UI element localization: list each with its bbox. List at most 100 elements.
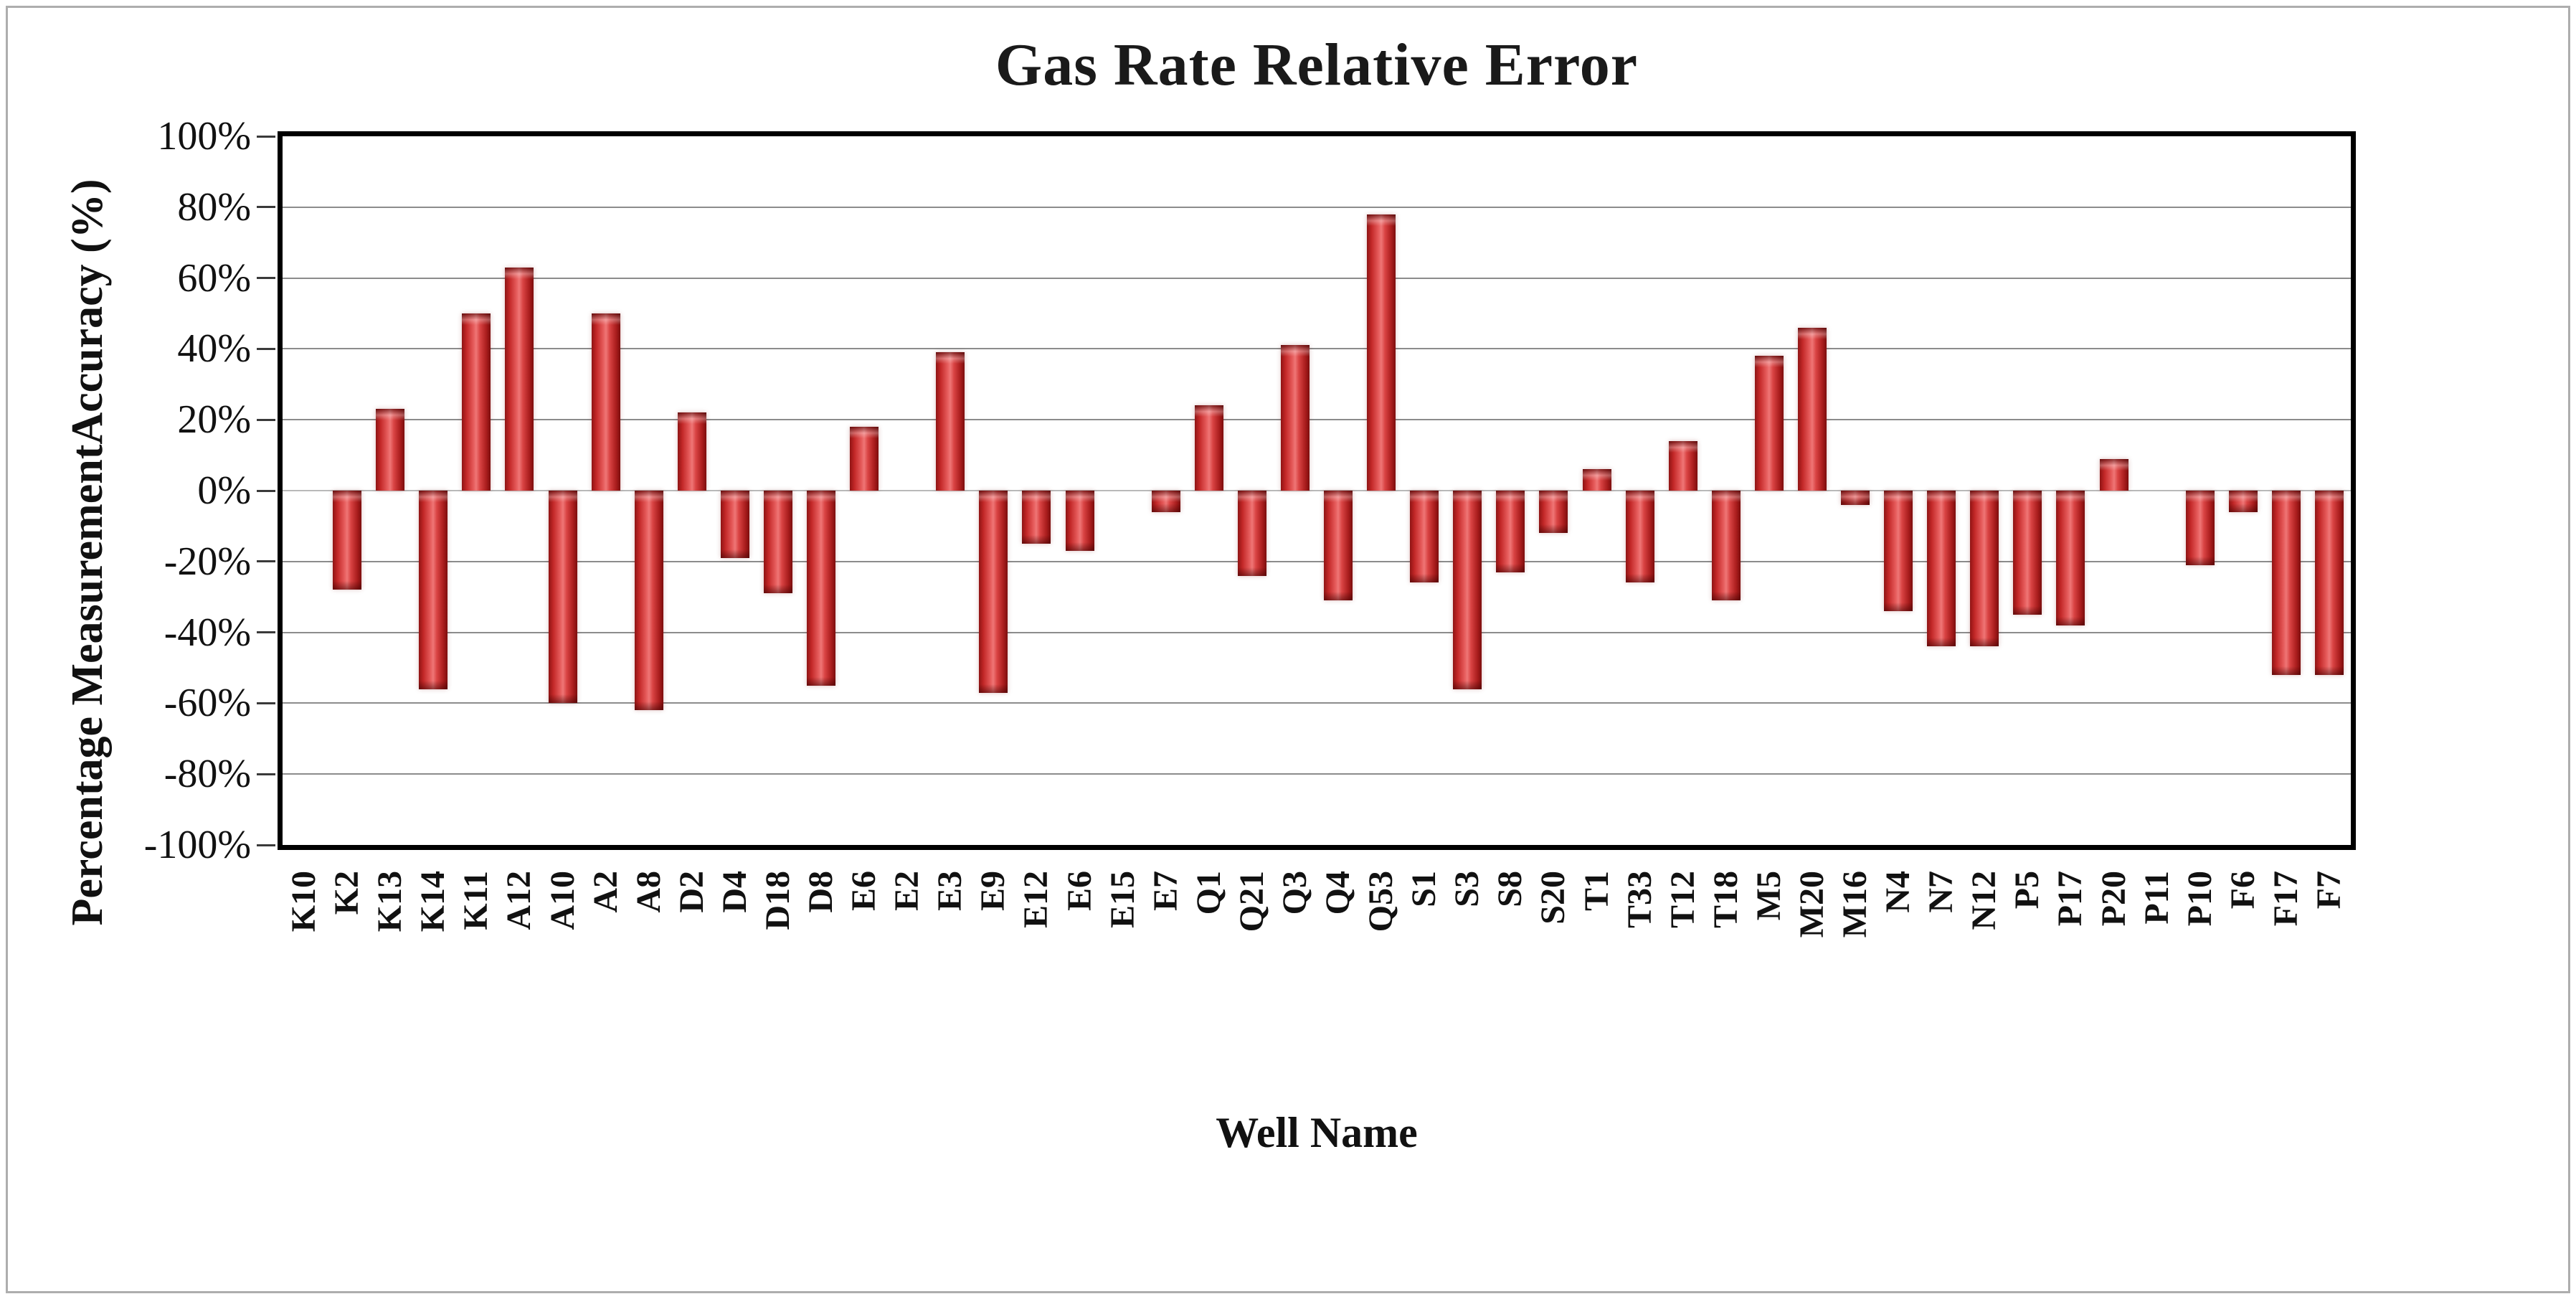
bar-f7 [2314, 491, 2344, 675]
gridline [283, 277, 2351, 279]
bar-q1 [1194, 405, 1223, 491]
x-axis-label-n4-37: N4 [1879, 871, 1918, 913]
bar-e7 [1151, 491, 1180, 512]
bar-p5 [2013, 491, 2042, 615]
x-axis-label-q4-24: Q4 [1319, 871, 1358, 915]
x-axis-label-a2-7: A2 [586, 871, 625, 913]
plot-area [278, 131, 2356, 850]
bar-p17 [2056, 491, 2085, 625]
bar-q4 [1324, 491, 1353, 601]
x-axis-label-a10-6: A10 [543, 871, 582, 930]
x-axis-label-e3-15: E3 [931, 871, 970, 912]
bar-k2 [333, 491, 362, 590]
bar-s3 [1453, 491, 1482, 689]
y-axis-tick-mark [257, 844, 275, 846]
x-axis-label-e2-14: E2 [888, 871, 927, 912]
bar-f6 [2228, 491, 2258, 512]
x-axis-label-p17-41: P17 [2051, 871, 2090, 927]
x-axis-label-p11-43: P11 [2137, 871, 2176, 925]
y-axis-tick-mark [257, 489, 275, 492]
chart-outer-border [6, 6, 2570, 1293]
bar-e6 [850, 427, 879, 491]
x-axis-label-f6-45: F6 [2223, 871, 2262, 910]
y-axis-tick-mark [257, 560, 275, 563]
y-axis-tick-label: -80% [164, 752, 251, 797]
x-axis-label-s8-28: S8 [1491, 871, 1530, 907]
gridline [283, 773, 2351, 775]
y-axis-tick-label: -20% [164, 539, 251, 584]
x-axis-title: Well Name [1216, 1109, 1418, 1156]
x-axis-label-t1-30: T1 [1577, 871, 1616, 912]
x-axis-label-p20-42: P20 [2094, 871, 2133, 927]
y-axis-tick-mark [257, 418, 275, 421]
y-axis-tick-mark [257, 702, 275, 704]
x-axis-label-d18-11: D18 [758, 871, 797, 930]
x-axis-label-t18-33: T18 [1706, 871, 1745, 929]
x-axis-label-m5-34: M5 [1749, 871, 1788, 921]
x-axis-label-m20-35: M20 [1792, 871, 1831, 938]
bar-t12 [1668, 440, 1697, 491]
x-axis-label-t33-31: T33 [1620, 871, 1659, 929]
bar-d2 [677, 412, 706, 491]
x-axis-label-e9-16: E9 [974, 871, 1013, 912]
y-axis-tick-label: 60% [177, 255, 251, 301]
bar-e9 [979, 491, 1008, 693]
x-axis-label-p5-40: P5 [2008, 871, 2047, 910]
y-axis-tick-label: 0% [197, 468, 251, 513]
gridline [283, 490, 2351, 491]
x-axis-label-a12-5: A12 [500, 871, 539, 930]
y-axis-tick-mark [257, 631, 275, 634]
bar-d18 [763, 491, 792, 594]
x-axis-label-s3-27: S3 [1448, 871, 1487, 907]
bar-p10 [2185, 491, 2215, 565]
x-axis-label-k14-3: K14 [414, 871, 453, 932]
x-axis-label-t12-32: T12 [1663, 871, 1702, 929]
bar-e6 [1065, 491, 1094, 551]
x-axis-label-d2-9: D2 [672, 871, 711, 913]
gridline [283, 419, 2351, 421]
x-axis-label-e15-19: E15 [1103, 871, 1142, 929]
x-axis-label-d8-12: D8 [802, 871, 840, 913]
x-axis-label-q3-23: Q3 [1275, 871, 1314, 915]
y-axis-tick-mark [257, 347, 275, 350]
bar-p20 [2099, 458, 2128, 491]
x-axis-label-n12-39: N12 [1965, 871, 2004, 930]
bar-k11 [462, 313, 491, 491]
y-axis-tick-mark [257, 277, 275, 280]
x-axis-label-k13-2: K13 [371, 871, 409, 932]
bar-m16 [1841, 491, 1870, 505]
bar-e3 [936, 352, 965, 491]
y-axis-tick-label: 20% [177, 397, 251, 443]
bar-f17 [2271, 491, 2301, 675]
y-axis-tick-mark [257, 135, 275, 138]
x-axis-label-n7-38: N7 [1922, 871, 1961, 913]
bar-s20 [1539, 491, 1568, 534]
bar-q3 [1280, 345, 1310, 491]
bar-q53 [1367, 214, 1396, 491]
bar-k13 [376, 409, 405, 491]
x-axis-label-s1-26: S1 [1405, 871, 1444, 907]
bar-a12 [505, 267, 534, 491]
y-axis-tick-label: 80% [177, 184, 251, 230]
gridline [283, 702, 2351, 704]
bar-k14 [419, 491, 448, 689]
bar-t18 [1711, 491, 1741, 601]
x-axis-label-k11-4: K11 [457, 871, 496, 930]
bar-a8 [634, 491, 663, 711]
bar-n12 [1970, 491, 1999, 647]
x-axis-label-e12-17: E12 [1017, 871, 1056, 929]
bar-s1 [1410, 491, 1439, 583]
bar-n4 [1884, 491, 1913, 611]
gridline [283, 348, 2351, 350]
x-axis-label-d4-10: D4 [715, 871, 754, 913]
x-axis-label-k2-1: K2 [328, 871, 366, 915]
x-axis-label-f17-46: F17 [2266, 871, 2305, 927]
bar-a10 [548, 491, 577, 704]
x-axis-label-p10-44: P10 [2180, 871, 2219, 927]
x-axis-label-e7-20: E7 [1146, 871, 1185, 912]
x-axis-label-f7-47: F7 [2309, 871, 2348, 910]
y-axis-tick-mark [257, 206, 275, 209]
y-axis-tick-label: 40% [177, 326, 251, 372]
bar-a2 [591, 313, 620, 491]
